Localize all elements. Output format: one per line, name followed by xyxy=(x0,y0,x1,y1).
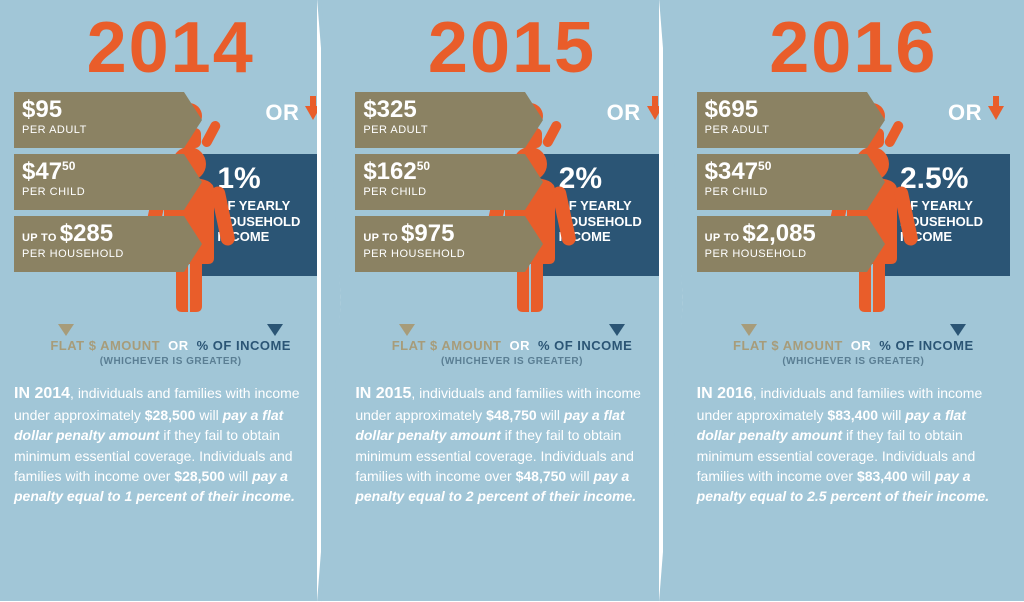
legend-note: (WHICHEVER IS GREATER) xyxy=(14,356,327,367)
bar-adult: $695 PER ADULT xyxy=(697,92,867,148)
panel-2014: 2014 $95 PER ADULT $4750 PER CHILD UP TO… xyxy=(0,0,341,601)
or-text: OR xyxy=(948,100,982,126)
or-badge: OR xyxy=(265,100,321,126)
triangle-tan-icon xyxy=(58,324,74,336)
panel-2015: 2015 $325 PER ADULT $16250 PER CHILD UP … xyxy=(341,0,682,601)
legend: FLAT $ AMOUNT OR % OF INCOME (WHICHEVER … xyxy=(697,324,1010,370)
bar-child: $4750 PER CHILD xyxy=(14,154,184,210)
adult-amount: $695 xyxy=(705,98,859,122)
or-badge: OR xyxy=(607,100,663,126)
bar-child: $34750 PER CHILD xyxy=(697,154,867,210)
or-badge: OR xyxy=(948,100,1004,126)
year-heading: 2015 xyxy=(355,12,668,84)
child-sub: PER CHILD xyxy=(705,186,859,198)
bar-adult: $325 PER ADULT xyxy=(355,92,525,148)
triangle-blue-icon xyxy=(609,324,625,336)
house-sub: PER HOUSEHOLD xyxy=(22,248,176,260)
child-amount: $16250 xyxy=(363,160,517,184)
legend-note: (WHICHEVER IS GREATER) xyxy=(355,356,668,367)
adult-amount: $325 xyxy=(363,98,517,122)
legend-or: OR xyxy=(851,338,872,353)
legend-flat: FLAT $ AMOUNT xyxy=(733,338,843,353)
child-amount: $34750 xyxy=(705,160,859,184)
house-amount: UP TO$975 xyxy=(363,222,517,246)
penalty-row: $695 PER ADULT $34750 PER CHILD UP TO$2,… xyxy=(697,92,1010,322)
triangle-tan-icon xyxy=(399,324,415,336)
legend-pct: % OF INCOME xyxy=(197,338,291,353)
arrow-down-icon xyxy=(988,106,1004,120)
legend-or: OR xyxy=(168,338,189,353)
triangle-tan-icon xyxy=(741,324,757,336)
description: IN 2016, individuals and families with i… xyxy=(697,382,1010,507)
description: IN 2014, individuals and families with i… xyxy=(14,382,327,507)
house-amount: UP TO$285 xyxy=(22,222,176,246)
house-sub: PER HOUSEHOLD xyxy=(363,248,517,260)
legend: FLAT $ AMOUNT OR % OF INCOME (WHICHEVER … xyxy=(355,324,668,370)
adult-sub: PER ADULT xyxy=(363,124,517,136)
penalty-row: $325 PER ADULT $16250 PER CHILD UP TO$97… xyxy=(355,92,668,322)
flat-amount-bars: $695 PER ADULT $34750 PER CHILD UP TO$2,… xyxy=(697,92,867,278)
bar-household: UP TO$975 PER HOUSEHOLD xyxy=(355,216,525,272)
or-text: OR xyxy=(265,100,299,126)
legend-or: OR xyxy=(509,338,530,353)
infographic: 2014 $95 PER ADULT $4750 PER CHILD UP TO… xyxy=(0,0,1024,601)
adult-sub: PER ADULT xyxy=(705,124,859,136)
legend: FLAT $ AMOUNT OR % OF INCOME (WHICHEVER … xyxy=(14,324,327,370)
house-amount: UP TO$2,085 xyxy=(705,222,859,246)
bar-household: UP TO$285 PER HOUSEHOLD xyxy=(14,216,184,272)
flat-amount-bars: $325 PER ADULT $16250 PER CHILD UP TO$97… xyxy=(355,92,525,278)
house-sub: PER HOUSEHOLD xyxy=(705,248,859,260)
legend-note: (WHICHEVER IS GREATER) xyxy=(697,356,1010,367)
year-heading: 2016 xyxy=(697,12,1010,84)
child-sub: PER CHILD xyxy=(363,186,517,198)
bar-adult: $95 PER ADULT xyxy=(14,92,184,148)
penalty-row: $95 PER ADULT $4750 PER CHILD UP TO$285 … xyxy=(14,92,327,322)
legend-flat: FLAT $ AMOUNT xyxy=(392,338,502,353)
legend-flat: FLAT $ AMOUNT xyxy=(50,338,160,353)
or-text: OR xyxy=(607,100,641,126)
adult-amount: $95 xyxy=(22,98,176,122)
panel-2016: 2016 $695 PER ADULT $34750 PER CHILD UP … xyxy=(683,0,1024,601)
child-amount: $4750 xyxy=(22,160,176,184)
triangle-blue-icon xyxy=(267,324,283,336)
bar-household: UP TO$2,085 PER HOUSEHOLD xyxy=(697,216,867,272)
year-heading: 2014 xyxy=(14,12,327,84)
triangle-blue-icon xyxy=(950,324,966,336)
flat-amount-bars: $95 PER ADULT $4750 PER CHILD UP TO$285 … xyxy=(14,92,184,278)
description: IN 2015, individuals and families with i… xyxy=(355,382,668,507)
bar-child: $16250 PER CHILD xyxy=(355,154,525,210)
child-sub: PER CHILD xyxy=(22,186,176,198)
adult-sub: PER ADULT xyxy=(22,124,176,136)
legend-pct: % OF INCOME xyxy=(538,338,632,353)
legend-pct: % OF INCOME xyxy=(879,338,973,353)
